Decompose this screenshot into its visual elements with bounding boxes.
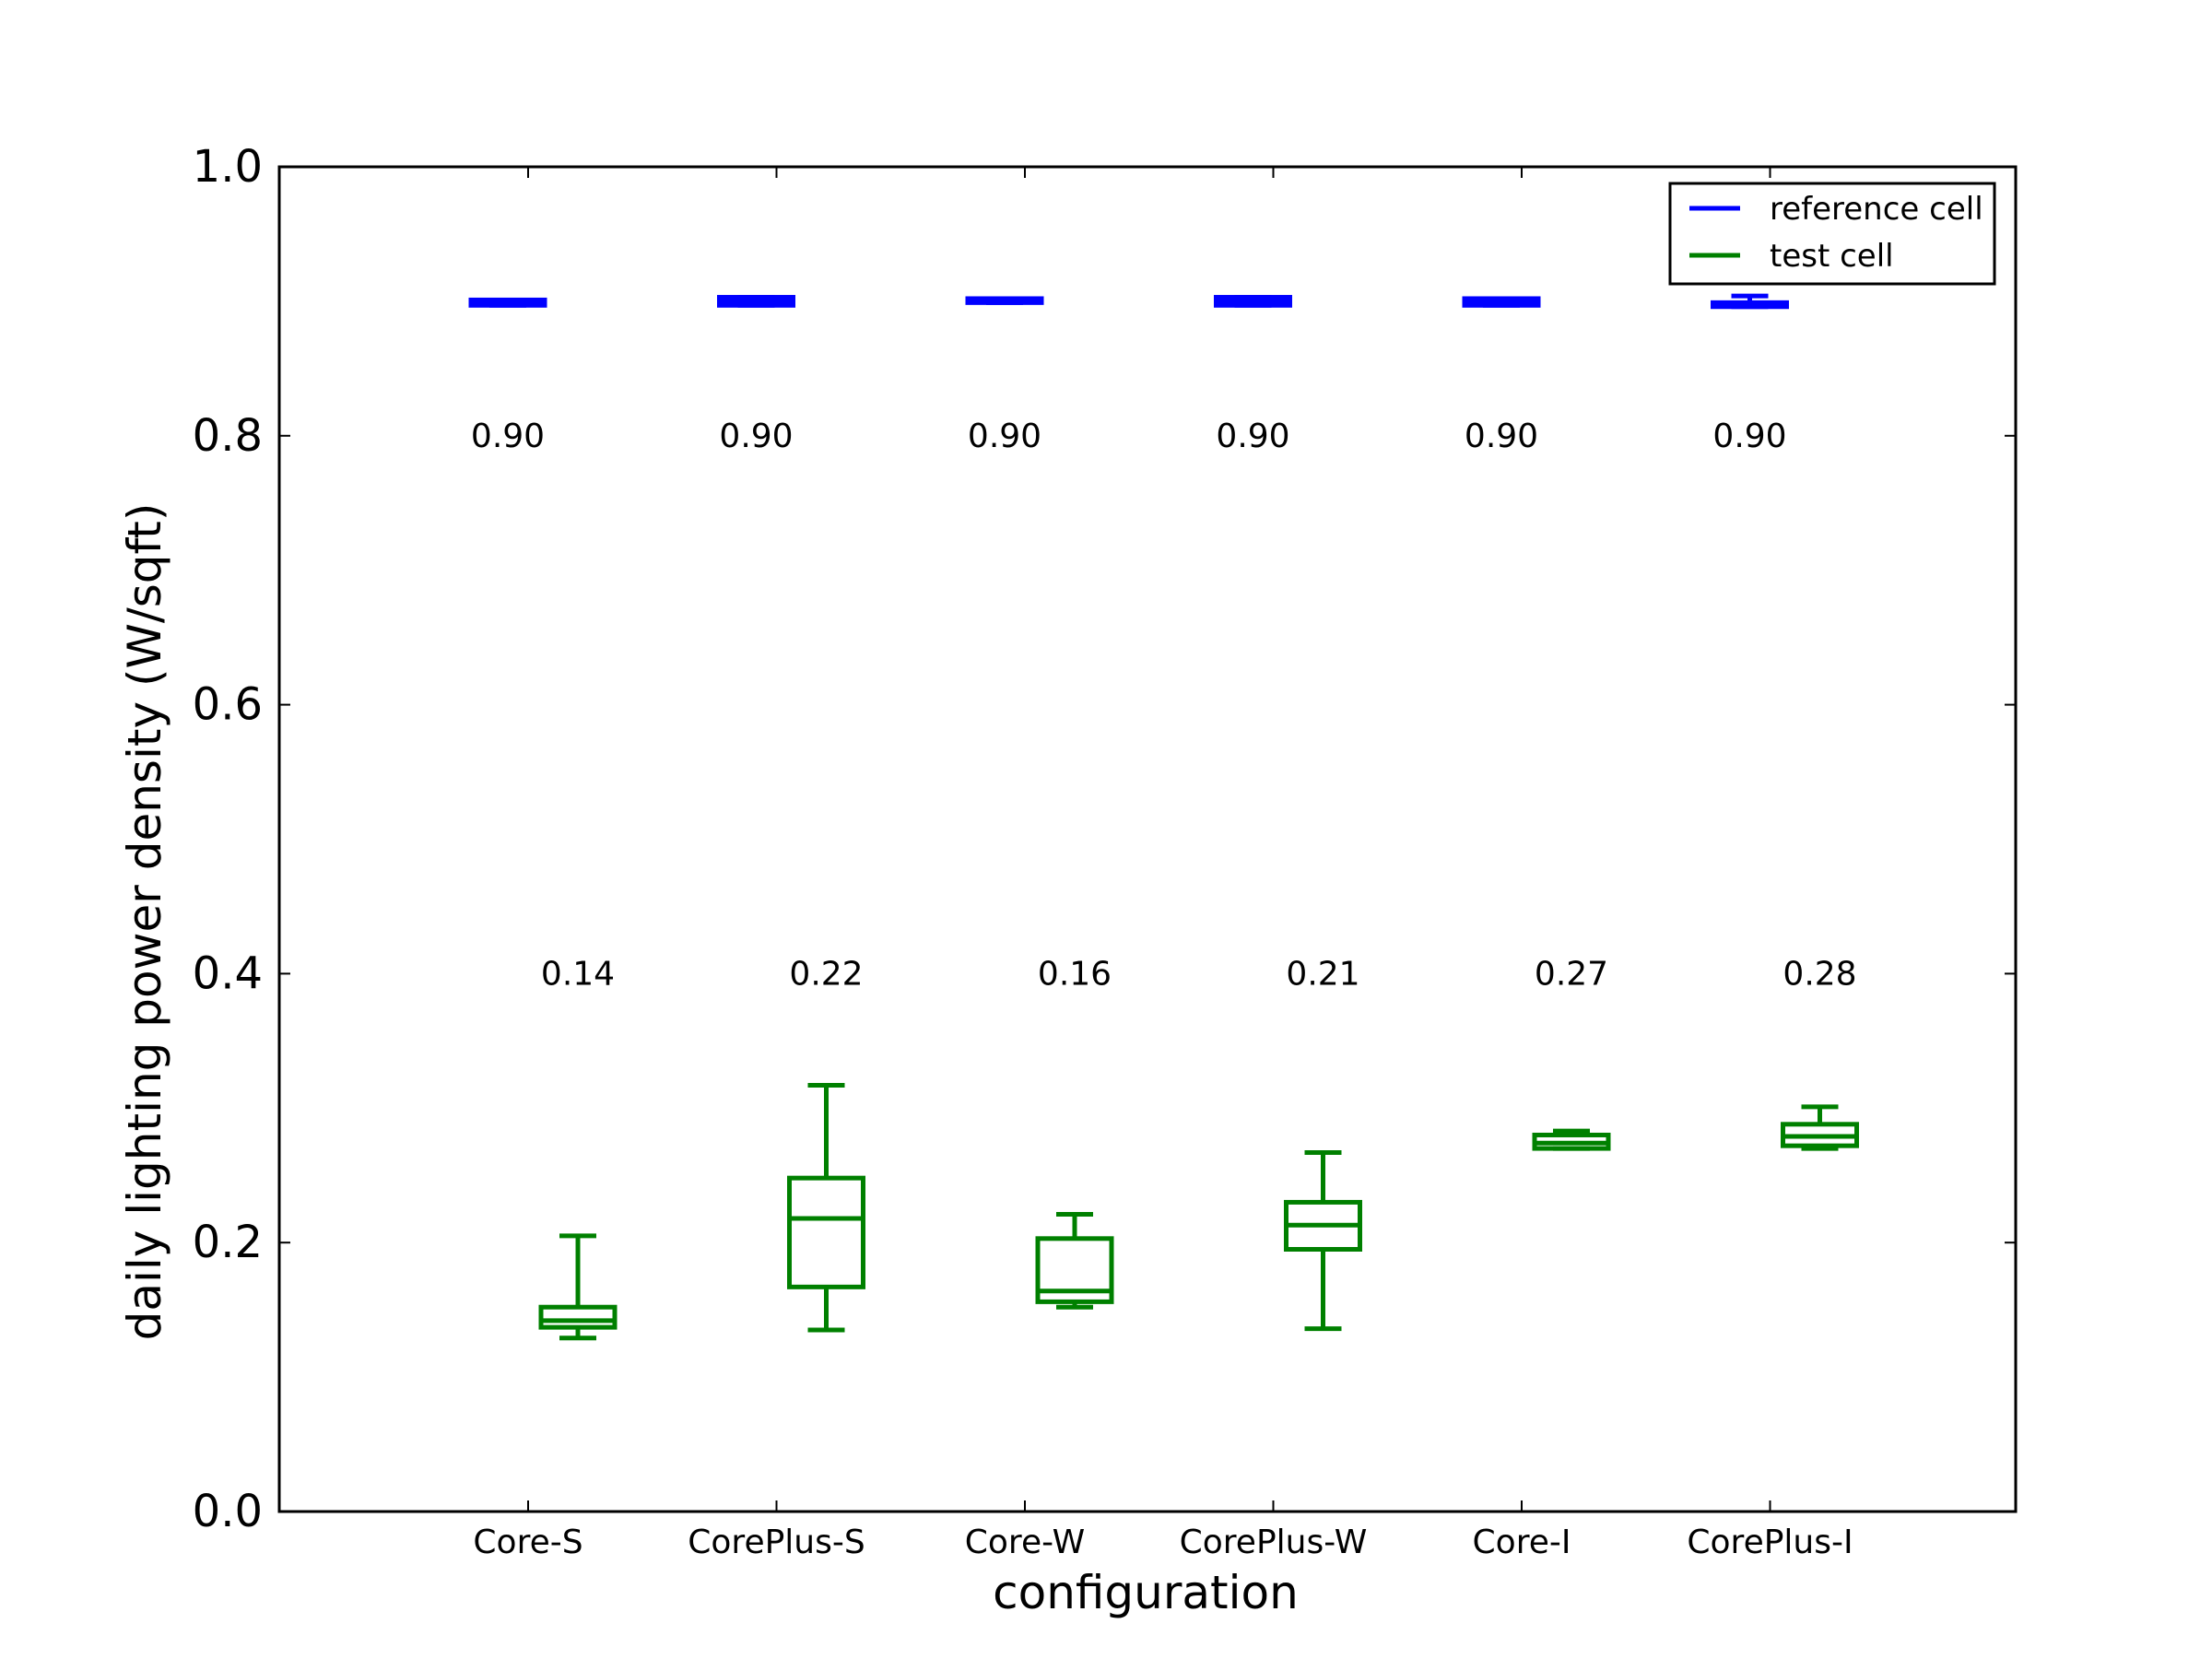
- series-test-cell: [538, 1082, 1859, 1341]
- legend-frame: [1668, 182, 1996, 286]
- box: [538, 1233, 618, 1341]
- mean-label: 0.90: [968, 418, 1041, 455]
- mean-label: 0.16: [1038, 955, 1112, 993]
- x-tick-label: Core-S: [473, 1524, 582, 1561]
- plot-frame: [277, 165, 2018, 1513]
- legend: reference cell test cell: [1668, 182, 1996, 286]
- box: [1711, 293, 1789, 310]
- box-body: [538, 1304, 618, 1330]
- box: [1781, 1104, 1859, 1151]
- y-tick-label: 0.2: [193, 1217, 263, 1268]
- mean-label: 0.90: [1712, 418, 1786, 455]
- mean-label: 0.22: [789, 955, 863, 993]
- x-tick-label: CorePlus-S: [688, 1524, 865, 1561]
- mean-label: 0.14: [541, 955, 615, 993]
- box-body: [787, 1175, 865, 1289]
- y-axis: 0.0 0.2 0.4 0.6 0.8 1.0: [193, 141, 2016, 1537]
- x-tick-label: CorePlus-W: [1180, 1524, 1368, 1561]
- box: [1462, 296, 1541, 308]
- mean-label: 0.90: [471, 418, 545, 455]
- mean-label: 0.28: [1783, 955, 1856, 993]
- y-tick-label: 1.0: [193, 141, 263, 193]
- plot-area: [277, 165, 2018, 1513]
- box: [1532, 1128, 1611, 1151]
- mean-label: 0.90: [719, 418, 793, 455]
- legend-label-test-cell: test cell: [1770, 238, 1894, 275]
- series-reference-cell: [468, 293, 1789, 310]
- box: [1284, 1149, 1362, 1332]
- y-axis-label: daily lighting power density (W/sqft): [118, 503, 171, 1341]
- mean-label: 0.21: [1286, 955, 1359, 993]
- x-axis: Core-S CorePlus-S Core-W CorePlus-W Core-I Co…: [473, 167, 1853, 1561]
- y-tick-label: 0.6: [193, 679, 263, 731]
- x-tick-label: CorePlus-I: [1687, 1524, 1853, 1561]
- mean-label: 0.90: [1465, 418, 1538, 455]
- legend-label-reference-cell: reference cell: [1770, 191, 1983, 228]
- box-body: [1035, 1236, 1114, 1304]
- y-tick-label: 0.0: [193, 1486, 263, 1537]
- box: [717, 295, 795, 308]
- box: [1214, 295, 1292, 308]
- x-tick-label: Core-W: [965, 1524, 1085, 1561]
- box-series: [468, 293, 1859, 1341]
- x-tick-label: Core-I: [1473, 1524, 1571, 1561]
- mean-label: 0.90: [1216, 418, 1289, 455]
- x-axis-label: configuration: [993, 1566, 1299, 1619]
- mean-labels: 0.90 0.90 0.90 0.90 0.90 0.90 0.14 0.22 0.16 0.21…: [471, 418, 1857, 994]
- y-tick-label: 0.4: [193, 947, 263, 999]
- mean-label: 0.27: [1535, 955, 1608, 993]
- y-tick-label: 0.8: [193, 410, 263, 462]
- box: [965, 296, 1044, 305]
- box: [468, 297, 547, 308]
- box: [1035, 1212, 1114, 1310]
- box: [787, 1082, 865, 1333]
